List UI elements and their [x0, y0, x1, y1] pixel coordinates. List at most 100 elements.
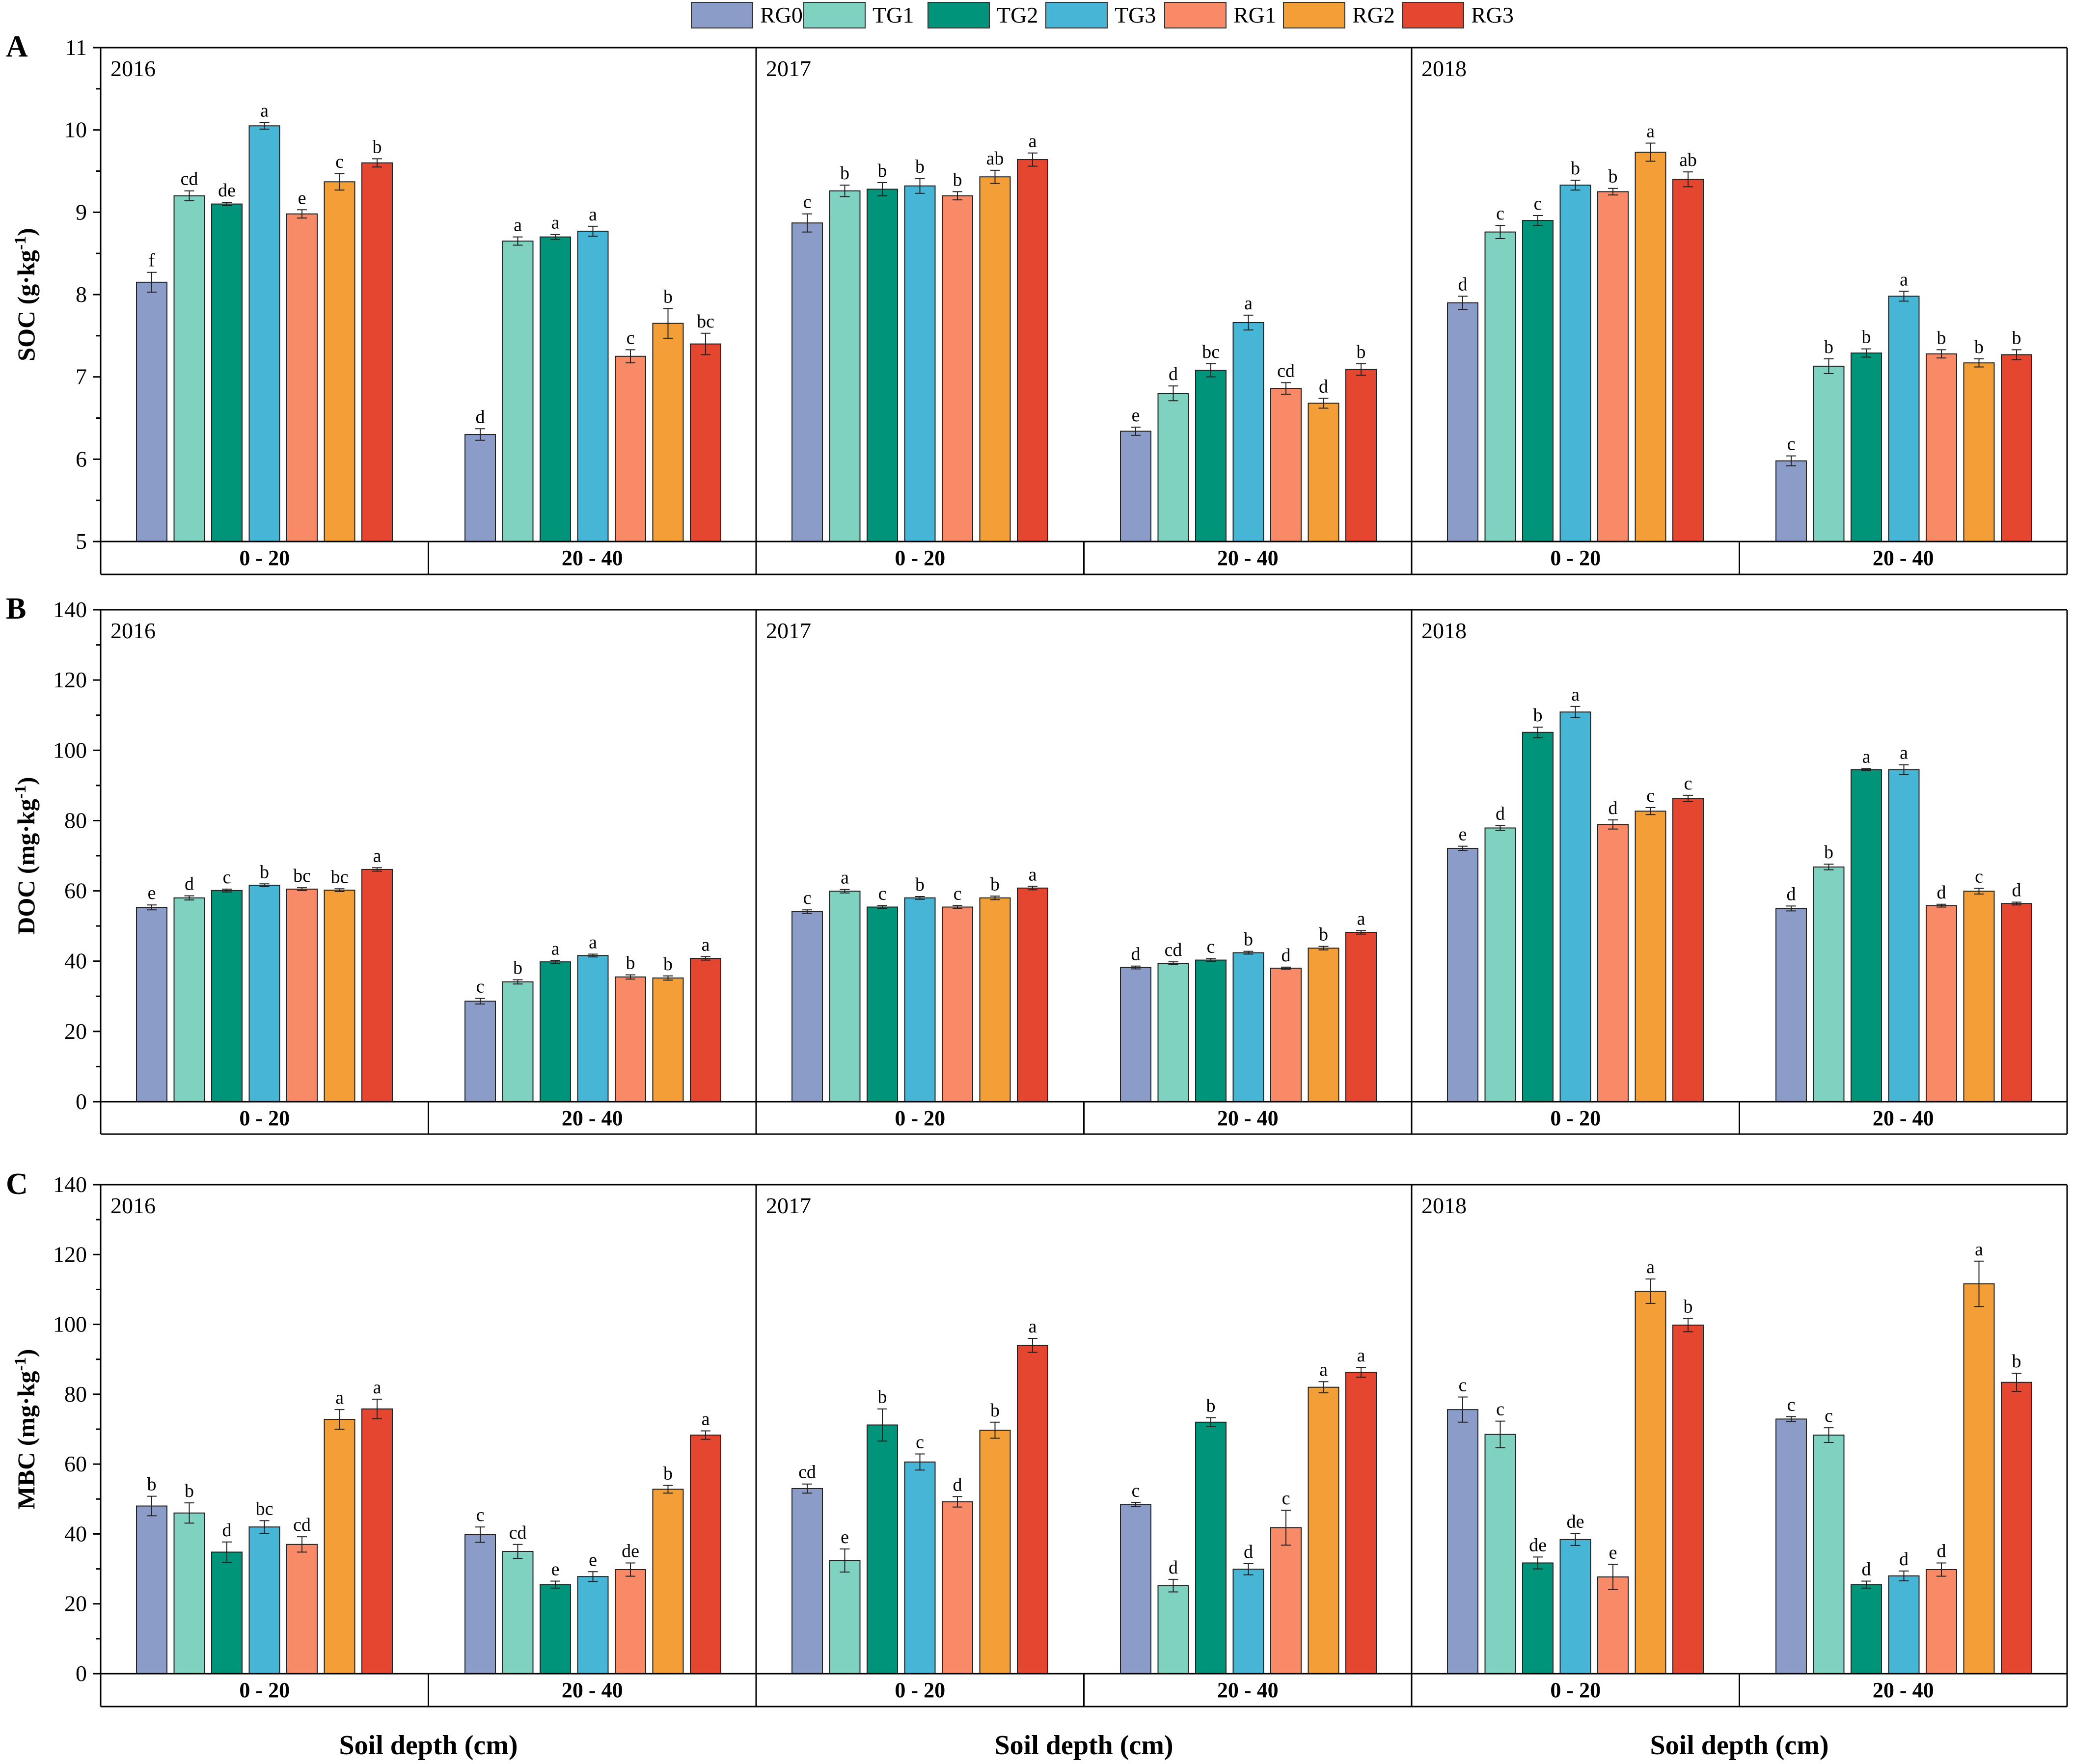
significance-letter: e [1132, 405, 1140, 426]
bar-rg2 [1963, 362, 1995, 542]
significance-letter: b [1206, 1396, 1216, 1416]
significance-letter: c [954, 884, 962, 904]
significance-letter: c [1825, 1406, 1833, 1426]
significance-letter: de [1529, 1535, 1547, 1555]
bar-tg2 [211, 1551, 243, 1674]
significance-letter: b [1571, 158, 1580, 179]
bar-tg3 [1232, 952, 1264, 1102]
panel-B: B DOC (mg·kg-1) 0 20 40 60 80 100 120 140 2016 e d c b… [6, 592, 2068, 1135]
y-tick-label: 20 [64, 1591, 87, 1616]
significance-letter: a [1029, 864, 1037, 885]
significance-letter: d [476, 407, 485, 427]
significance-letter: b [1244, 929, 1253, 950]
bar-tg2 [211, 203, 243, 543]
significance-letter: b [663, 287, 673, 307]
year-label: 2017 [766, 1193, 811, 1218]
significance-letter: bc [256, 1498, 273, 1519]
bar-rg1 [286, 213, 318, 543]
bar-rg3 [2001, 1382, 2032, 1674]
bar-tg1 [1813, 866, 1845, 1102]
significance-letter: cd [509, 1522, 527, 1543]
significance-letter: b [878, 161, 887, 181]
x-axis-titles: Soil depth (cm) Soil depth (cm) Soil depth… [339, 1730, 1829, 1761]
significance-letter: b [878, 1387, 887, 1408]
y-tick-label: 80 [64, 1382, 87, 1407]
bar-rg2 [1635, 1290, 1666, 1674]
bar-rg3 [1345, 1372, 1377, 1674]
bar-rg0 [1447, 302, 1478, 542]
bar-tg2 [1195, 959, 1227, 1102]
significance-letter: b [147, 1474, 157, 1495]
x-category-label: 20 - 40 [1217, 1678, 1279, 1702]
significance-letter: b [990, 874, 1000, 895]
y-axis-label-close: ) [12, 228, 40, 236]
bar-tg3 [577, 955, 609, 1102]
bar-tg3 [577, 1576, 609, 1675]
bar-rg3 [690, 1435, 721, 1674]
significance-letter: ab [1679, 150, 1697, 170]
x-category-label: 0 - 20 [1550, 1106, 1601, 1130]
significance-letter: d [1496, 803, 1505, 824]
bar-rg0 [1120, 967, 1151, 1103]
bar-tg3 [904, 1461, 936, 1674]
y-tick-label: 9 [76, 199, 87, 224]
bar-tg1 [1484, 827, 1516, 1103]
y-axis-label-C: MBC (mg·kg-1) [11, 1349, 40, 1510]
bar-rg2 [652, 1489, 684, 1674]
significance-letter: c [803, 192, 812, 213]
significance-letter: c [476, 1505, 485, 1525]
significance-letter: c [476, 977, 485, 997]
bar-rg3 [1017, 159, 1048, 542]
bar-rg0 [464, 1534, 496, 1674]
significance-letter: cd [293, 1515, 311, 1535]
bar-rg3 [361, 162, 393, 542]
significance-letter: c [1496, 1399, 1504, 1420]
bar-rg1 [1926, 905, 1957, 1103]
significance-letter: d [222, 1520, 232, 1541]
bar-tg1 [1484, 231, 1516, 543]
x-category-label: 20 - 40 [562, 546, 623, 570]
y-tick-label: 120 [53, 1242, 87, 1267]
significance-letter: b [1824, 842, 1833, 863]
y-axis-label-close: ) [12, 1349, 40, 1357]
significance-letter: c [1282, 1488, 1290, 1509]
x-category-label: 20 - 40 [1873, 1678, 1934, 1702]
significance-letter: e [841, 1527, 849, 1547]
bar-tg2 [867, 1424, 898, 1675]
significance-letter: bc [331, 867, 349, 887]
x-category-label: 20 - 40 [1217, 1106, 1279, 1130]
significance-letter: e [298, 188, 306, 208]
bar-tg3 [904, 897, 936, 1103]
legend-label-rg1: RG1 [1233, 2, 1276, 27]
year-label: 2018 [1421, 1193, 1467, 1218]
bar-tg2 [1851, 769, 1882, 1102]
significance-letter: de [218, 180, 236, 201]
bar-rg3 [690, 343, 721, 542]
x-category-label: 0 - 20 [895, 1106, 945, 1130]
bar-rg1 [1597, 1576, 1629, 1675]
significance-letter: a [551, 938, 560, 959]
significance-letter: cd [181, 169, 198, 190]
significance-letter: a [551, 213, 560, 233]
significance-letter: e [1459, 824, 1467, 845]
significance-letter: b [2012, 327, 2021, 348]
significance-letter: e [589, 1549, 597, 1570]
significance-letter: ab [986, 148, 1004, 169]
significance-letter: a [1357, 908, 1365, 929]
bar-tg3 [1232, 1569, 1264, 1675]
bar-tg2 [1195, 1421, 1227, 1675]
panel-label-B: B [6, 592, 26, 625]
significance-letter: a [514, 215, 522, 236]
bar-tg3 [1559, 1539, 1591, 1675]
significance-letter: b [953, 169, 962, 190]
bar-rg3 [2001, 903, 2032, 1103]
subplot-B-2017: 2017 c a c b c b a 0 - 20 d cd c b d b a 20 - 40 [766, 618, 1377, 1130]
legend-swatch-rg0 [691, 2, 753, 28]
bar-tg3 [1888, 769, 1920, 1102]
year-label: 2017 [766, 56, 811, 81]
y-tick-label: 80 [64, 808, 87, 833]
subplot-A-2017: 2017 c b b b b ab a 0 - 20 e d bc a cd d b 20 - 40 [766, 56, 1377, 570]
y-tick-label: 100 [53, 1312, 87, 1337]
